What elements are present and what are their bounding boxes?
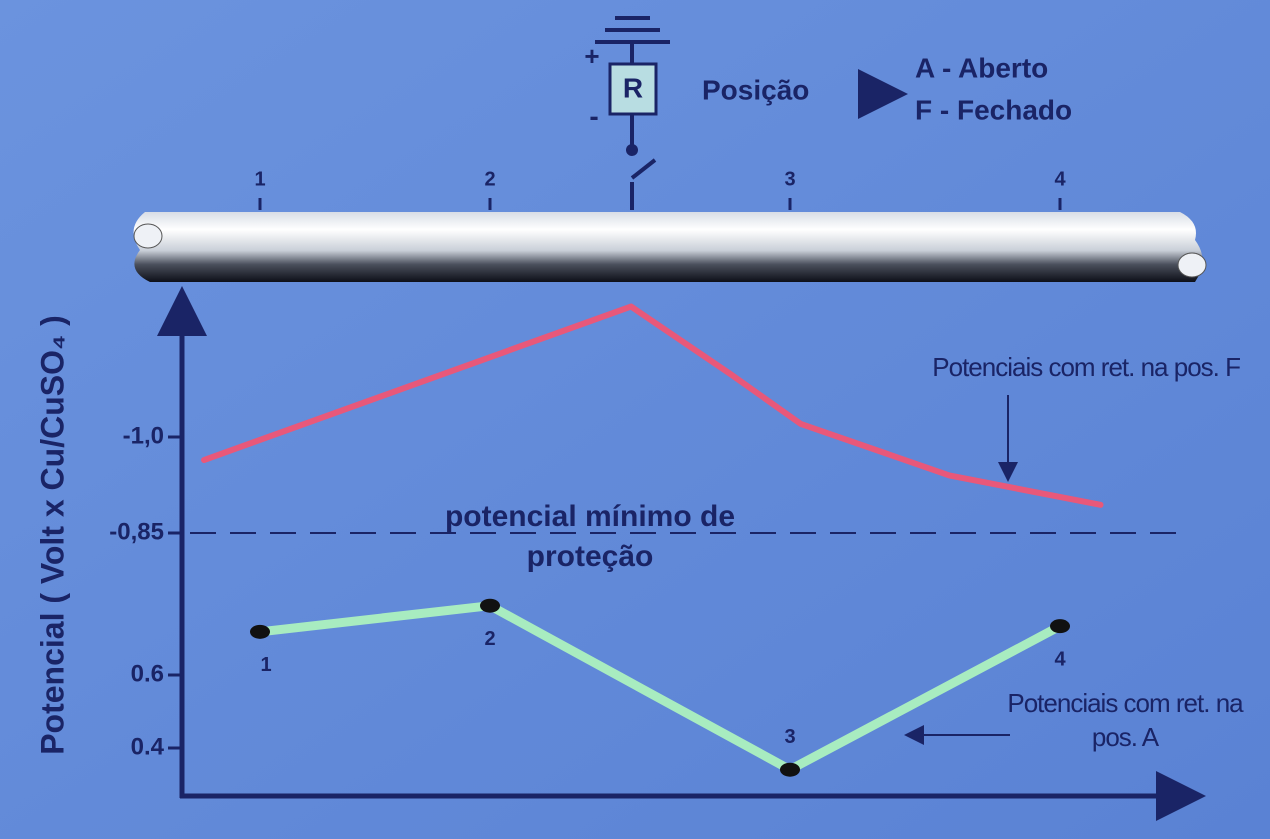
rectifier-label: R — [623, 72, 643, 103]
position-title: Posição — [702, 74, 809, 105]
x-tick-label: 1 — [254, 168, 265, 190]
min-protection-label: potencial mínimo de proteção — [444, 500, 736, 573]
x-tick-label: 3 — [784, 168, 795, 190]
y-tick-label: 0.4 — [131, 733, 165, 760]
data-point — [250, 624, 270, 639]
series-legend: Potenciais com ret. na pos. F — [932, 352, 1240, 382]
series-line — [201, 303, 1104, 508]
pipe-end — [1177, 252, 1207, 278]
point-label: 2 — [484, 628, 495, 650]
x-tick-label: 2 — [484, 168, 495, 190]
data-point — [1050, 619, 1070, 634]
y-tick-label: -0,85 — [109, 518, 164, 545]
series-legend: Potenciais com ret. na pos. A — [1007, 688, 1243, 752]
point-label: 1 — [260, 654, 271, 676]
rectifier-symbol — [595, 16, 670, 210]
y-axis-title: Potencial ( Volt x Cu/CuSO₄ ) — [34, 315, 70, 755]
min-protection-label-box: potencial mínimo de proteção — [444, 500, 736, 573]
y-tick-label: 0.6 — [131, 660, 164, 687]
rectifier-box — [608, 62, 658, 116]
x-tick-label: 4 — [1054, 168, 1066, 190]
series-legend-box: Potenciais com ret. na pos. A — [1007, 688, 1243, 752]
plus-sign: + — [584, 41, 599, 71]
position-option: F - Fechado — [915, 94, 1072, 125]
data-point — [480, 598, 500, 613]
series-line — [255, 601, 1065, 775]
point-label: 3 — [784, 726, 795, 748]
y-tick-label: -1,0 — [123, 422, 164, 449]
data-point — [780, 762, 800, 777]
position-option: A - Aberto — [915, 52, 1048, 83]
series-legend-box: Potenciais com ret. na pos. F — [932, 352, 1240, 382]
switch-node — [626, 144, 638, 156]
pipe-end — [133, 223, 163, 249]
minus-sign: - — [589, 100, 598, 131]
pipe — [133, 212, 1203, 282]
point-label: 4 — [1054, 648, 1066, 670]
